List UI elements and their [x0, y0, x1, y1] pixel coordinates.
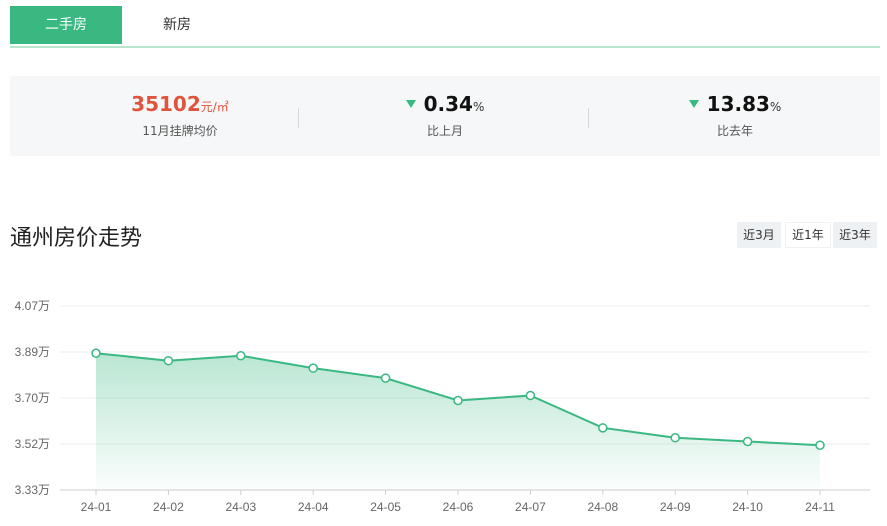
data-point: [380, 373, 391, 383]
data-point: [670, 433, 680, 443]
avg-price-value: 35102: [131, 92, 201, 116]
x-tick-label: 24-09: [660, 500, 691, 514]
mom-change-label: 比上月: [426, 124, 463, 138]
x-tick-label: 24-07: [515, 500, 546, 514]
section-title: 通州房价走势: [10, 226, 143, 251]
range-3-months-button[interactable]: 近3月: [737, 222, 781, 248]
y-tick-label: 3.70万: [15, 391, 50, 405]
stats-panel: 35102元/㎡ 11月挂牌均价 0.34% 比上月 13.83% 比去年: [10, 76, 880, 156]
x-tick-label: 24-06: [443, 500, 474, 514]
data-point: [598, 423, 608, 433]
data-point: [742, 436, 753, 447]
x-tick-label: 24-01: [81, 500, 112, 514]
x-tick-label: 24-04: [298, 500, 329, 514]
x-tick-label: 24-11: [805, 500, 835, 514]
down-triangle-icon: [688, 99, 699, 108]
range-1-year-button[interactable]: 近1年: [785, 222, 831, 248]
range-3-years-button[interactable]: 近3年: [833, 222, 877, 248]
avg-price-label: 11月挂牌均价: [142, 124, 218, 138]
tab-new-house[interactable]: 新房: [163, 17, 191, 33]
data-point: [525, 390, 536, 401]
avg-price-unit: 元/㎡: [200, 100, 229, 114]
mom-change-stat: 0.34% 比上月: [355, 76, 535, 156]
tab-bar: 二手房 新房: [10, 6, 880, 48]
mom-change-value: 0.34: [423, 92, 473, 116]
yoy-change-unit: %: [769, 100, 782, 114]
x-tick-label: 24-02: [153, 500, 184, 514]
data-point: [91, 348, 101, 358]
data-point: [236, 350, 246, 361]
mom-change-unit: %: [472, 100, 485, 114]
series-area: [96, 353, 820, 490]
yoy-change-label: 比去年: [716, 124, 753, 138]
y-tick-label: 3.33万: [15, 483, 50, 497]
data-point: [453, 395, 463, 406]
yoy-change-value: 13.83: [706, 92, 770, 116]
tab-second-hand[interactable]: 二手房: [10, 6, 122, 44]
data-point: [815, 440, 825, 450]
divider: [588, 108, 589, 128]
x-tick-label: 24-05: [370, 500, 401, 514]
y-tick-label: 3.52万: [15, 437, 50, 451]
data-point: [308, 363, 318, 373]
avg-price-stat: 35102元/㎡ 11月挂牌均价: [80, 76, 280, 156]
y-tick-label: 3.89万: [15, 345, 50, 359]
divider: [298, 108, 299, 128]
down-triangle-icon: [405, 99, 416, 108]
y-tick-label: 4.07万: [15, 299, 50, 313]
x-tick-label: 24-03: [225, 500, 256, 514]
data-point: [163, 355, 174, 366]
yoy-change-stat: 13.83% 比去年: [645, 76, 825, 156]
x-tick-label: 24-10: [732, 500, 763, 514]
x-tick-label: 24-08: [587, 500, 618, 514]
price-trend-chart: 4.07万 3.89万 3.70万 3.52万 3.33万 24-01 24-02 24-03…: [15, 299, 870, 514]
